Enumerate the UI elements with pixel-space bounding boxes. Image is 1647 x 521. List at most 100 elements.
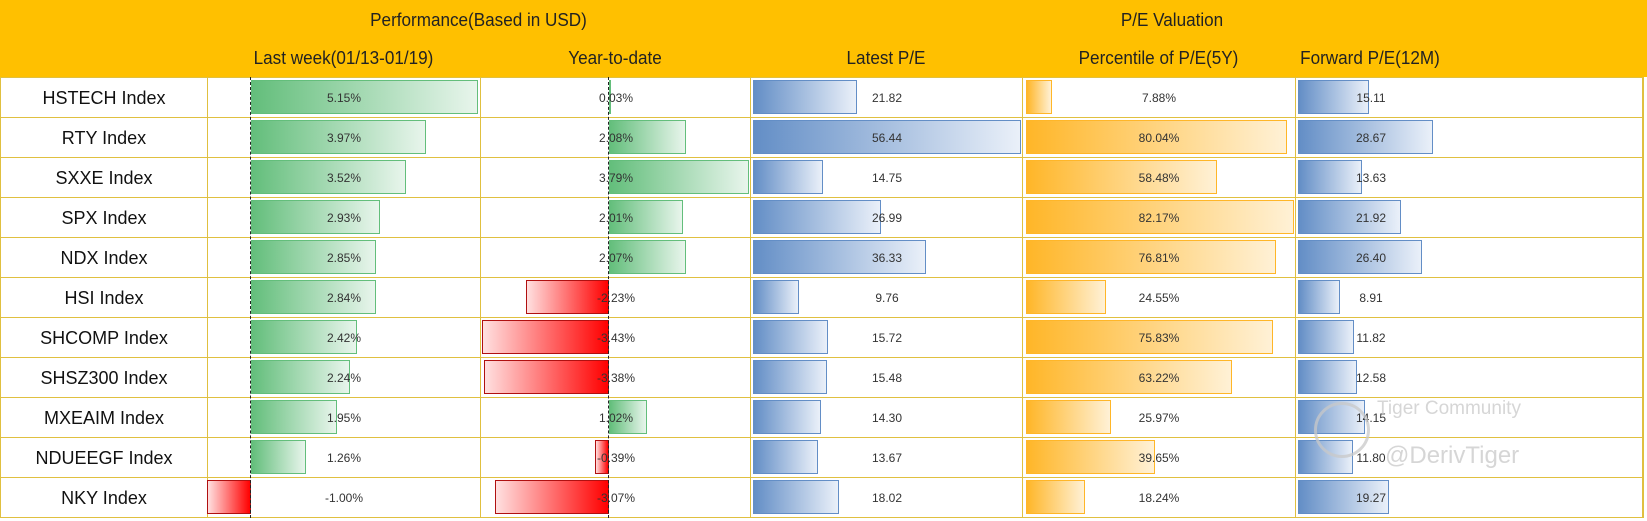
- week-data-bar: [251, 80, 478, 114]
- pe-cell: [751, 198, 1023, 238]
- fpe-value: 12.58: [1355, 371, 1387, 385]
- ytd-value: 2.08%: [598, 131, 634, 145]
- ytd-cell: [481, 438, 751, 478]
- pct-data-bar: [1026, 400, 1111, 434]
- ytd-data-bar: [609, 120, 686, 154]
- pe-value: 15.72: [871, 331, 903, 345]
- fpe-cell: [1296, 118, 1644, 158]
- fpe-cell: [1296, 318, 1644, 358]
- fpe-cell: [1296, 478, 1644, 518]
- pe-data-bar: [753, 320, 828, 354]
- pe-value: 14.75: [871, 171, 903, 185]
- table-row: HSI Index 2.84% -2.23% 9.76 24.55% 8.91: [1, 277, 1644, 318]
- pe-cell: [751, 318, 1023, 358]
- ytd-data-bar: [609, 240, 686, 274]
- index-name: NDX Index: [1, 238, 208, 278]
- pct-cell: [1023, 198, 1296, 238]
- header-latest-pe: Latest P/E: [846, 48, 926, 68]
- header-ytd: Year-to-date: [568, 48, 662, 68]
- table-row: SXXE Index 3.52% 3.79% 14.75 58.48% 13.63: [1, 157, 1644, 198]
- fpe-cell: [1296, 438, 1644, 478]
- pe-value: 14.30: [871, 411, 903, 425]
- ytd-value: -2.23%: [596, 291, 636, 305]
- week-value: 2.93%: [326, 211, 362, 225]
- week-cell: [208, 238, 481, 278]
- pe-cell: [751, 238, 1023, 278]
- fpe-cell: [1296, 358, 1644, 398]
- fpe-value: 15.11: [1356, 91, 1386, 105]
- pct-value: 82.17%: [1138, 211, 1180, 225]
- pe-data-bar: [753, 160, 824, 194]
- pe-cell: [751, 118, 1023, 158]
- header-performance: Performance(Based in USD): [370, 10, 587, 30]
- table-row: SHCOMP Index 2.42% -3.43% 15.72 75.83% 11.82: [1, 317, 1644, 358]
- fpe-value: 8.91: [1359, 291, 1383, 305]
- pct-cell: [1023, 358, 1296, 398]
- fpe-value: 28.67: [1355, 131, 1387, 145]
- header-last-week: Last week(01/13-01/19): [253, 48, 434, 68]
- index-name: NKY Index: [1, 478, 208, 518]
- week-value: 1.95%: [326, 411, 362, 425]
- ytd-value: 2.01%: [598, 211, 634, 225]
- pe-data-bar: [753, 400, 821, 434]
- ytd-data-bar: [609, 80, 611, 114]
- pct-cell: [1023, 398, 1296, 438]
- pct-data-bar: [1026, 360, 1233, 394]
- week-data-bar: [251, 120, 426, 154]
- pct-data-bar: [1026, 480, 1086, 514]
- ytd-data-bar: [495, 480, 609, 514]
- pe-cell: [751, 358, 1023, 398]
- pe-value: 15.48: [871, 371, 903, 385]
- ytd-cell: [481, 358, 751, 398]
- pe-cell: [751, 438, 1023, 478]
- ytd-value: 0.03%: [598, 91, 634, 105]
- pct-data-bar: [1026, 160, 1217, 194]
- week-data-bar: [207, 480, 251, 514]
- pe-data-bar: [753, 480, 839, 514]
- index-name: HSI Index: [1, 278, 208, 318]
- fpe-value: 13.63: [1355, 171, 1387, 185]
- ytd-data-bar: [609, 200, 684, 234]
- pe-value: 56.44: [871, 131, 903, 145]
- week-cell: [208, 478, 481, 518]
- pct-value: 75.83%: [1138, 331, 1180, 345]
- week-zero-axis: [250, 77, 251, 518]
- pct-data-bar: [1026, 80, 1052, 114]
- pe-data-bar: [753, 200, 882, 234]
- fpe-value: 19.27: [1355, 491, 1387, 505]
- pe-data-bar: [753, 280, 800, 314]
- week-cell: [208, 198, 481, 238]
- pe-cell: [751, 478, 1023, 518]
- week-value: 1.26%: [326, 451, 362, 465]
- pct-value: 39.65%: [1138, 451, 1180, 465]
- fpe-cell: [1296, 158, 1644, 198]
- header-percentile-pe: Percentile of P/E(5Y): [1078, 48, 1239, 68]
- week-value: 2.85%: [326, 251, 362, 265]
- ytd-data-bar: [609, 160, 750, 194]
- pct-cell: [1023, 318, 1296, 358]
- header-pe-valuation: P/E Valuation: [1120, 10, 1224, 30]
- pe-data-bar: [753, 240, 926, 274]
- ytd-value: -0.39%: [596, 451, 636, 465]
- week-data-bar: [251, 280, 376, 314]
- pe-data-bar: [753, 120, 1022, 154]
- week-cell: [208, 318, 481, 358]
- table-header: Performance(Based in USD) P/E Valuation …: [0, 0, 1647, 77]
- ytd-data-bar: [609, 400, 647, 434]
- fpe-data-bar: [1298, 120, 1433, 154]
- fpe-data-bar: [1298, 360, 1358, 394]
- week-value: 2.84%: [326, 291, 362, 305]
- pct-data-bar: [1026, 200, 1294, 234]
- fpe-data-bar: [1298, 280, 1340, 314]
- fpe-data-bar: [1298, 320, 1354, 354]
- fpe-value: 21.92: [1355, 211, 1387, 225]
- fpe-data-bar: [1298, 240, 1423, 274]
- index-name: SXXE Index: [1, 158, 208, 198]
- pe-data-bar: [753, 440, 818, 474]
- ytd-value: -3.43%: [596, 331, 636, 345]
- fpe-cell: [1296, 238, 1644, 278]
- pe-value: 18.02: [871, 491, 903, 505]
- fpe-cell: [1296, 198, 1644, 238]
- table-row: NDUEEGF Index 1.26% -0.39% 13.67 39.65% 11.80: [1, 437, 1644, 478]
- pct-value: 7.88%: [1141, 91, 1177, 105]
